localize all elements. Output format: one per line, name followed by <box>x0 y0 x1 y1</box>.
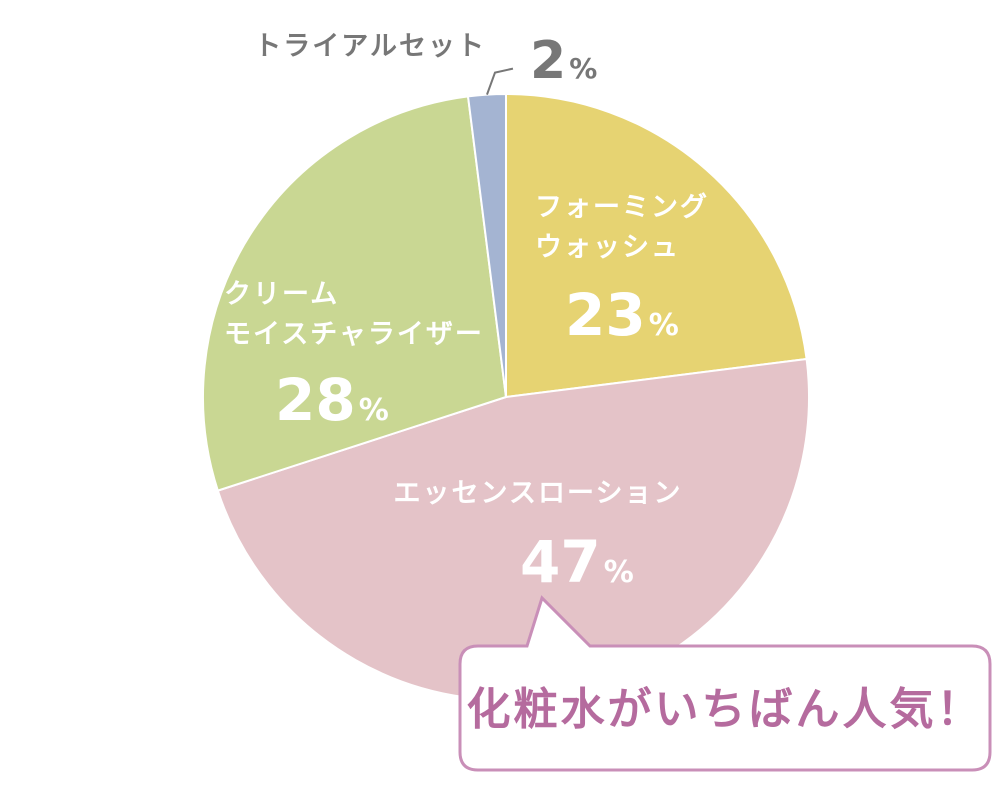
slice-label-forming-wash-line-1: フォーミング <box>535 191 709 223</box>
slice-percent-trial-set: 2% <box>530 31 597 91</box>
slice-label-cream-moisturizer-line-1: クリーム <box>224 279 339 310</box>
slice-percent-cream-moisturizer: 28% <box>275 366 389 434</box>
slice-percent-essence-lotion: 47% <box>520 528 634 596</box>
slice-label-forming-wash-line-2: ウォッシュ <box>535 232 680 263</box>
speech-bubble-shape <box>458 595 992 772</box>
leader-line-trial-set <box>486 67 514 95</box>
slice-label-essence-lotion-line-1: エッセンスローション <box>394 478 683 509</box>
pie-slice-cream-moisturizer <box>202 95 508 492</box>
slice-label-trial-set-line-1: トライアルセット <box>254 31 486 62</box>
callout-text: 化粧水がいちばん人気！ <box>467 684 984 735</box>
slice-percent-forming-wash: 23% <box>565 281 679 349</box>
pie-slice-forming-wash <box>505 92 808 399</box>
speech-bubble-callout: 化粧水がいちばん人気！ <box>458 595 992 772</box>
slice-label-cream-moisturizer-line-2: モイスチャライザー <box>224 319 484 350</box>
pie-slices <box>202 92 810 701</box>
